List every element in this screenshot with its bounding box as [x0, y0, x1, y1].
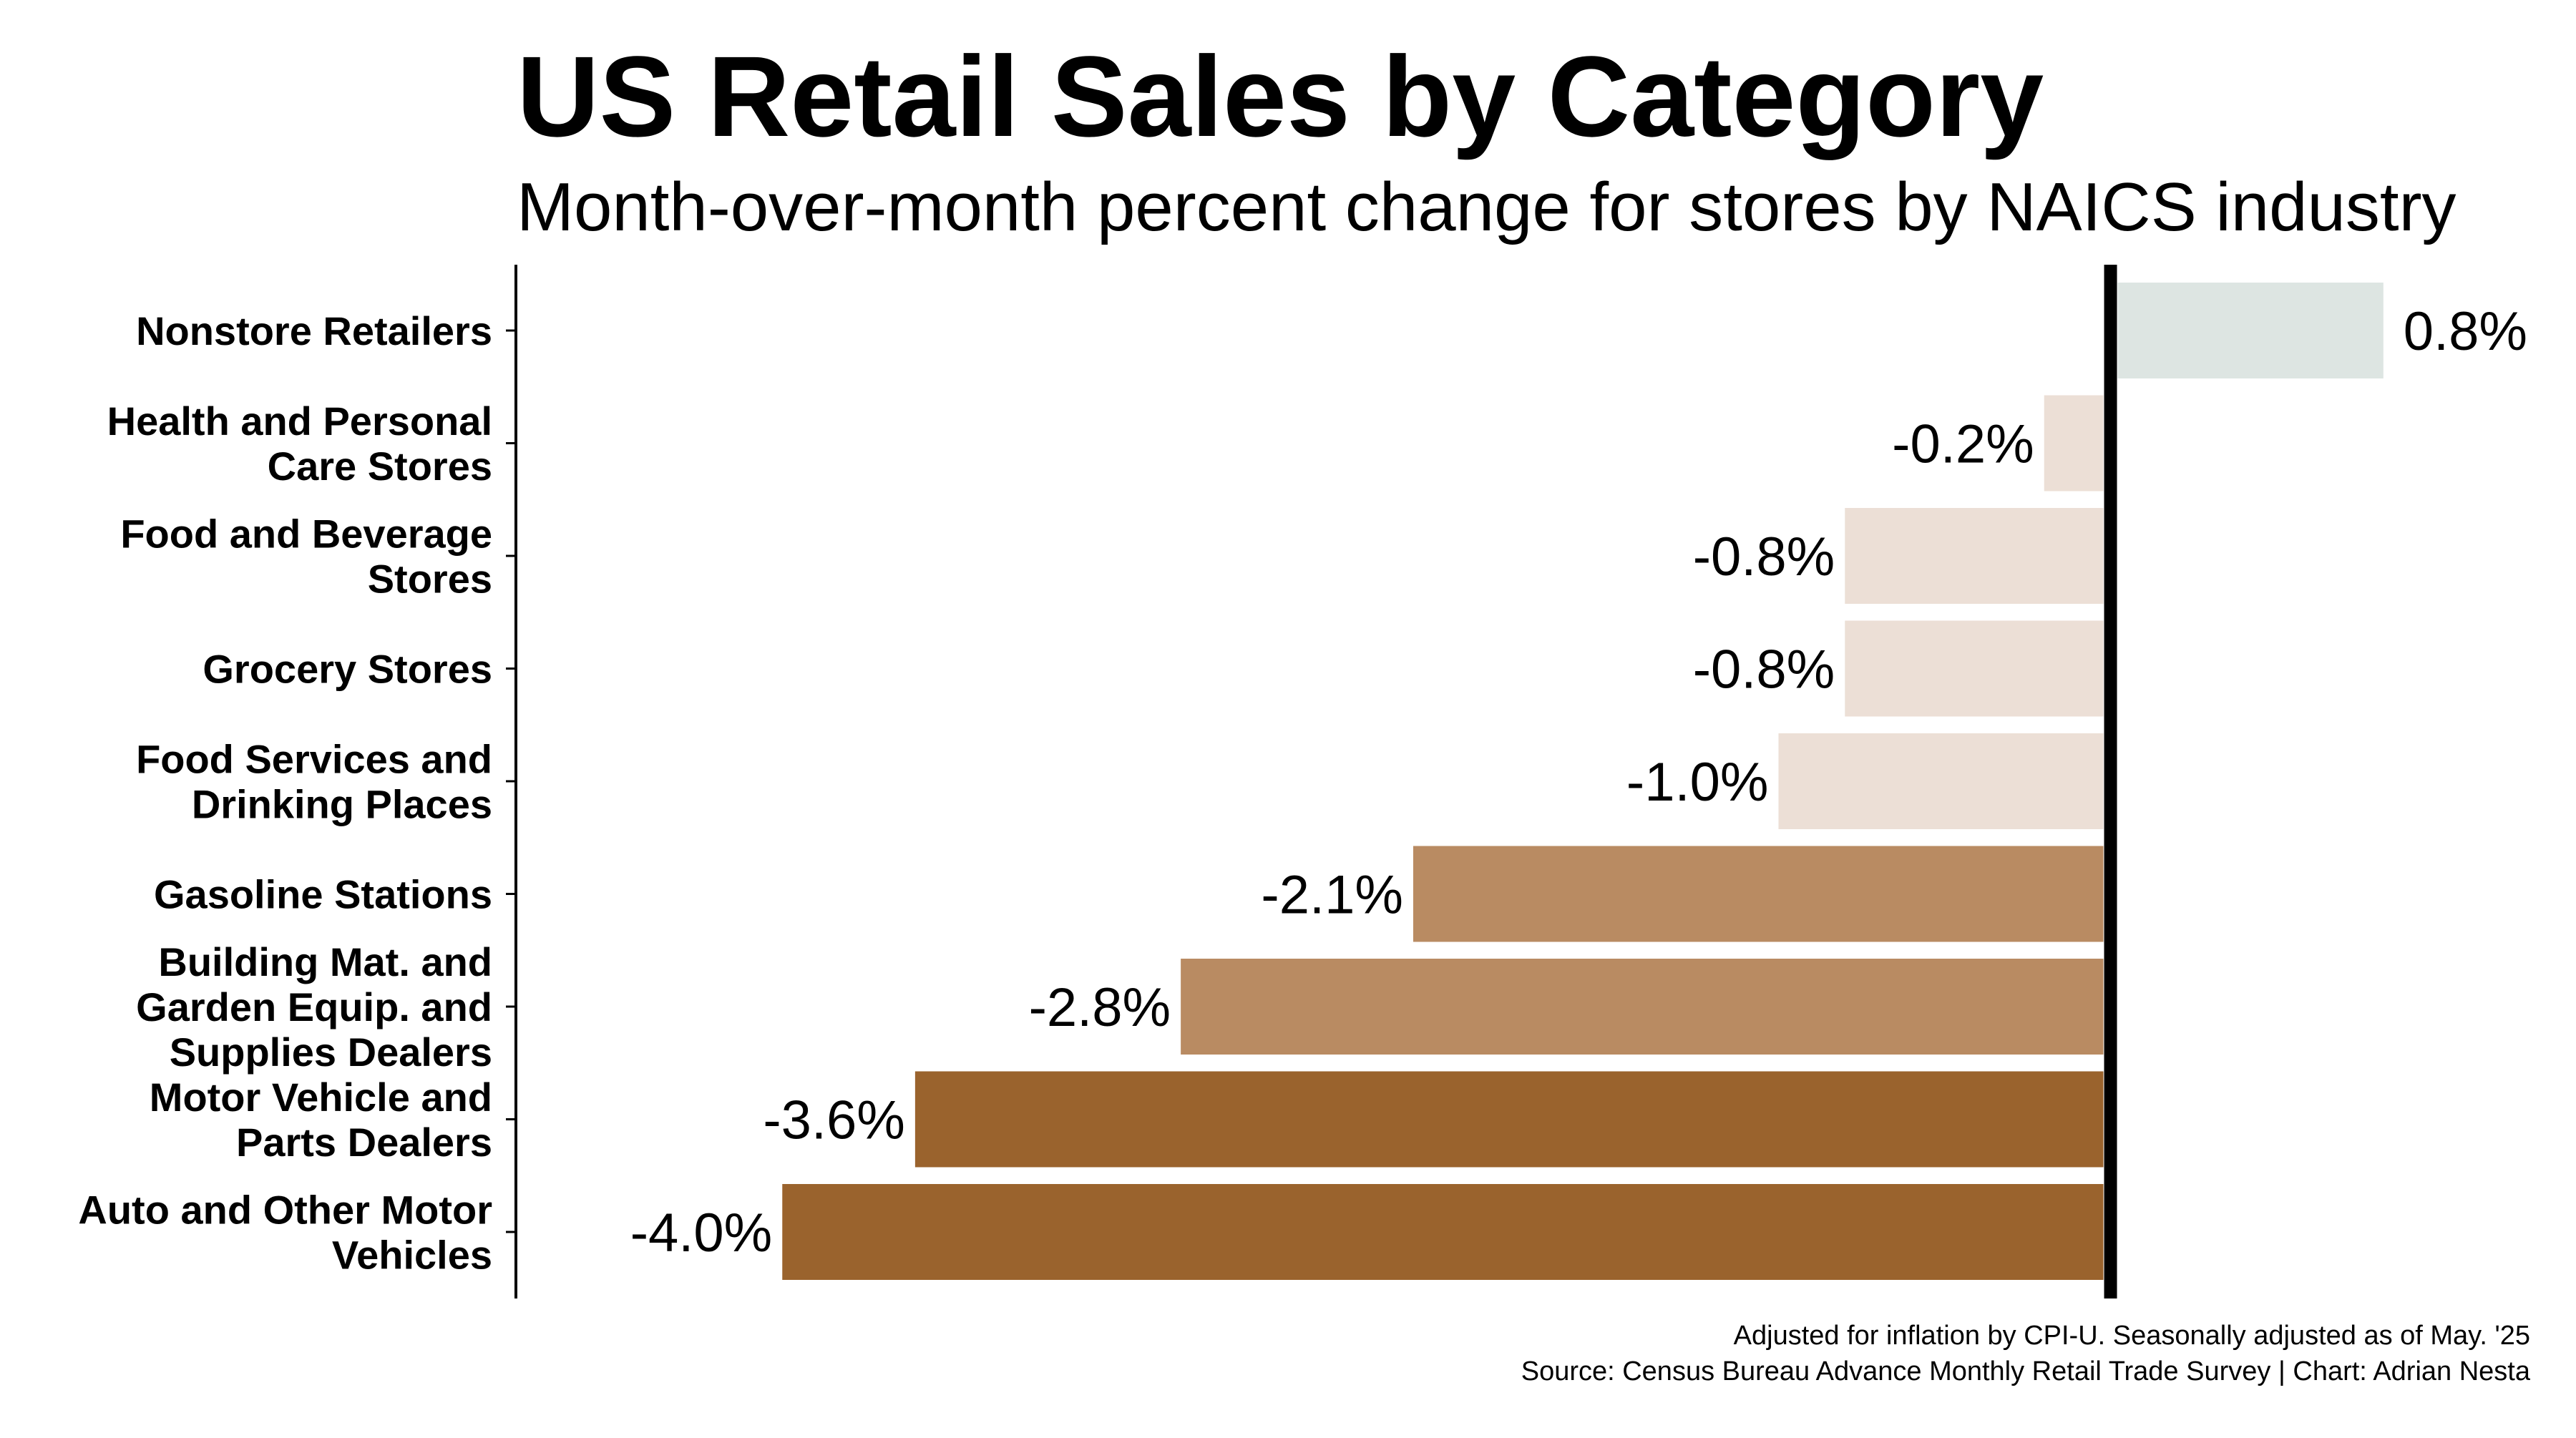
chart-title: US Retail Sales by Category: [517, 32, 2044, 160]
value-label-grocery-stores: -0.8%: [1693, 640, 1835, 700]
bar-motor-vehicle-and-parts-dealers: [914, 1071, 2104, 1168]
category-label-gasoline-stations: Gasoline Stations: [154, 872, 492, 917]
category-labels-layer: Nonstore Retailers Health and Personal Car…: [78, 308, 516, 1278]
footnote-inflation: Adjusted for inflation by CPI-U. Seasona…: [1734, 1321, 2530, 1351]
bar-nonstore-retailers: [2117, 283, 2384, 378]
value-label-nonstore-retailers: 0.8%: [2404, 301, 2527, 362]
value-label-gasoline-stations: -2.1%: [1261, 865, 1403, 926]
value-label-food-services-and-drinking-places: -1.0%: [1626, 752, 1769, 813]
bar-grocery-stores: [1845, 620, 2104, 717]
value-label-food-and-beverage-stores: -0.8%: [1693, 527, 1835, 587]
category-label-motor-vehicle-and-parts-dealers: Motor Vehicle and Parts Dealers: [150, 1075, 492, 1165]
value-label-health-and-personal-care-stores: -0.2%: [1892, 414, 2034, 475]
value-label-auto-and-other-motor-vehicles: -4.0%: [630, 1203, 773, 1263]
bars-layer: [782, 283, 2384, 1280]
bar-building-mat-and-garden-equip-and-supplies-dealers: [1181, 959, 2104, 1055]
value-label-motor-vehicle-and-parts-dealers: -3.6%: [763, 1090, 905, 1151]
category-label-food-and-beverage-stores: Food and Beverage Stores: [120, 512, 492, 602]
bar-food-services-and-drinking-places: [1778, 733, 2104, 829]
value-label-building-mat-and-garden-equip-and-supplies-dealers: -2.8%: [1029, 977, 1171, 1038]
bar-gasoline-stations: [1413, 846, 2104, 942]
bar-food-and-beverage-stores: [1845, 508, 2104, 604]
category-label-building-mat-and-garden-equip-and-supplies-dealers: Building Mat. and Garden Equip. and Suppli…: [136, 939, 492, 1075]
chart-subtitle: Month-over-month percent change for stor…: [517, 169, 2457, 245]
category-label-health-and-personal-care-stores: Health and Personal Care Stores: [107, 398, 492, 489]
footnote-source: Source: Census Bureau Advance Monthly Re…: [1521, 1356, 2531, 1386]
bar-health-and-personal-care-stores: [2044, 395, 2104, 491]
category-label-auto-and-other-motor-vehicles: Auto and Other Motor Vehicles: [78, 1188, 492, 1278]
category-label-food-services-and-drinking-places: Food Services and Drinking Places: [136, 737, 492, 827]
bar-auto-and-other-motor-vehicles: [782, 1184, 2104, 1280]
category-label-nonstore-retailers: Nonstore Retailers: [136, 308, 492, 353]
value-labels-layer: 0.8% -0.2% -0.8% -0.8% -1.0% -2.1% -2.8% -3.6% -…: [630, 301, 2527, 1263]
category-label-grocery-stores: Grocery Stores: [203, 647, 492, 692]
